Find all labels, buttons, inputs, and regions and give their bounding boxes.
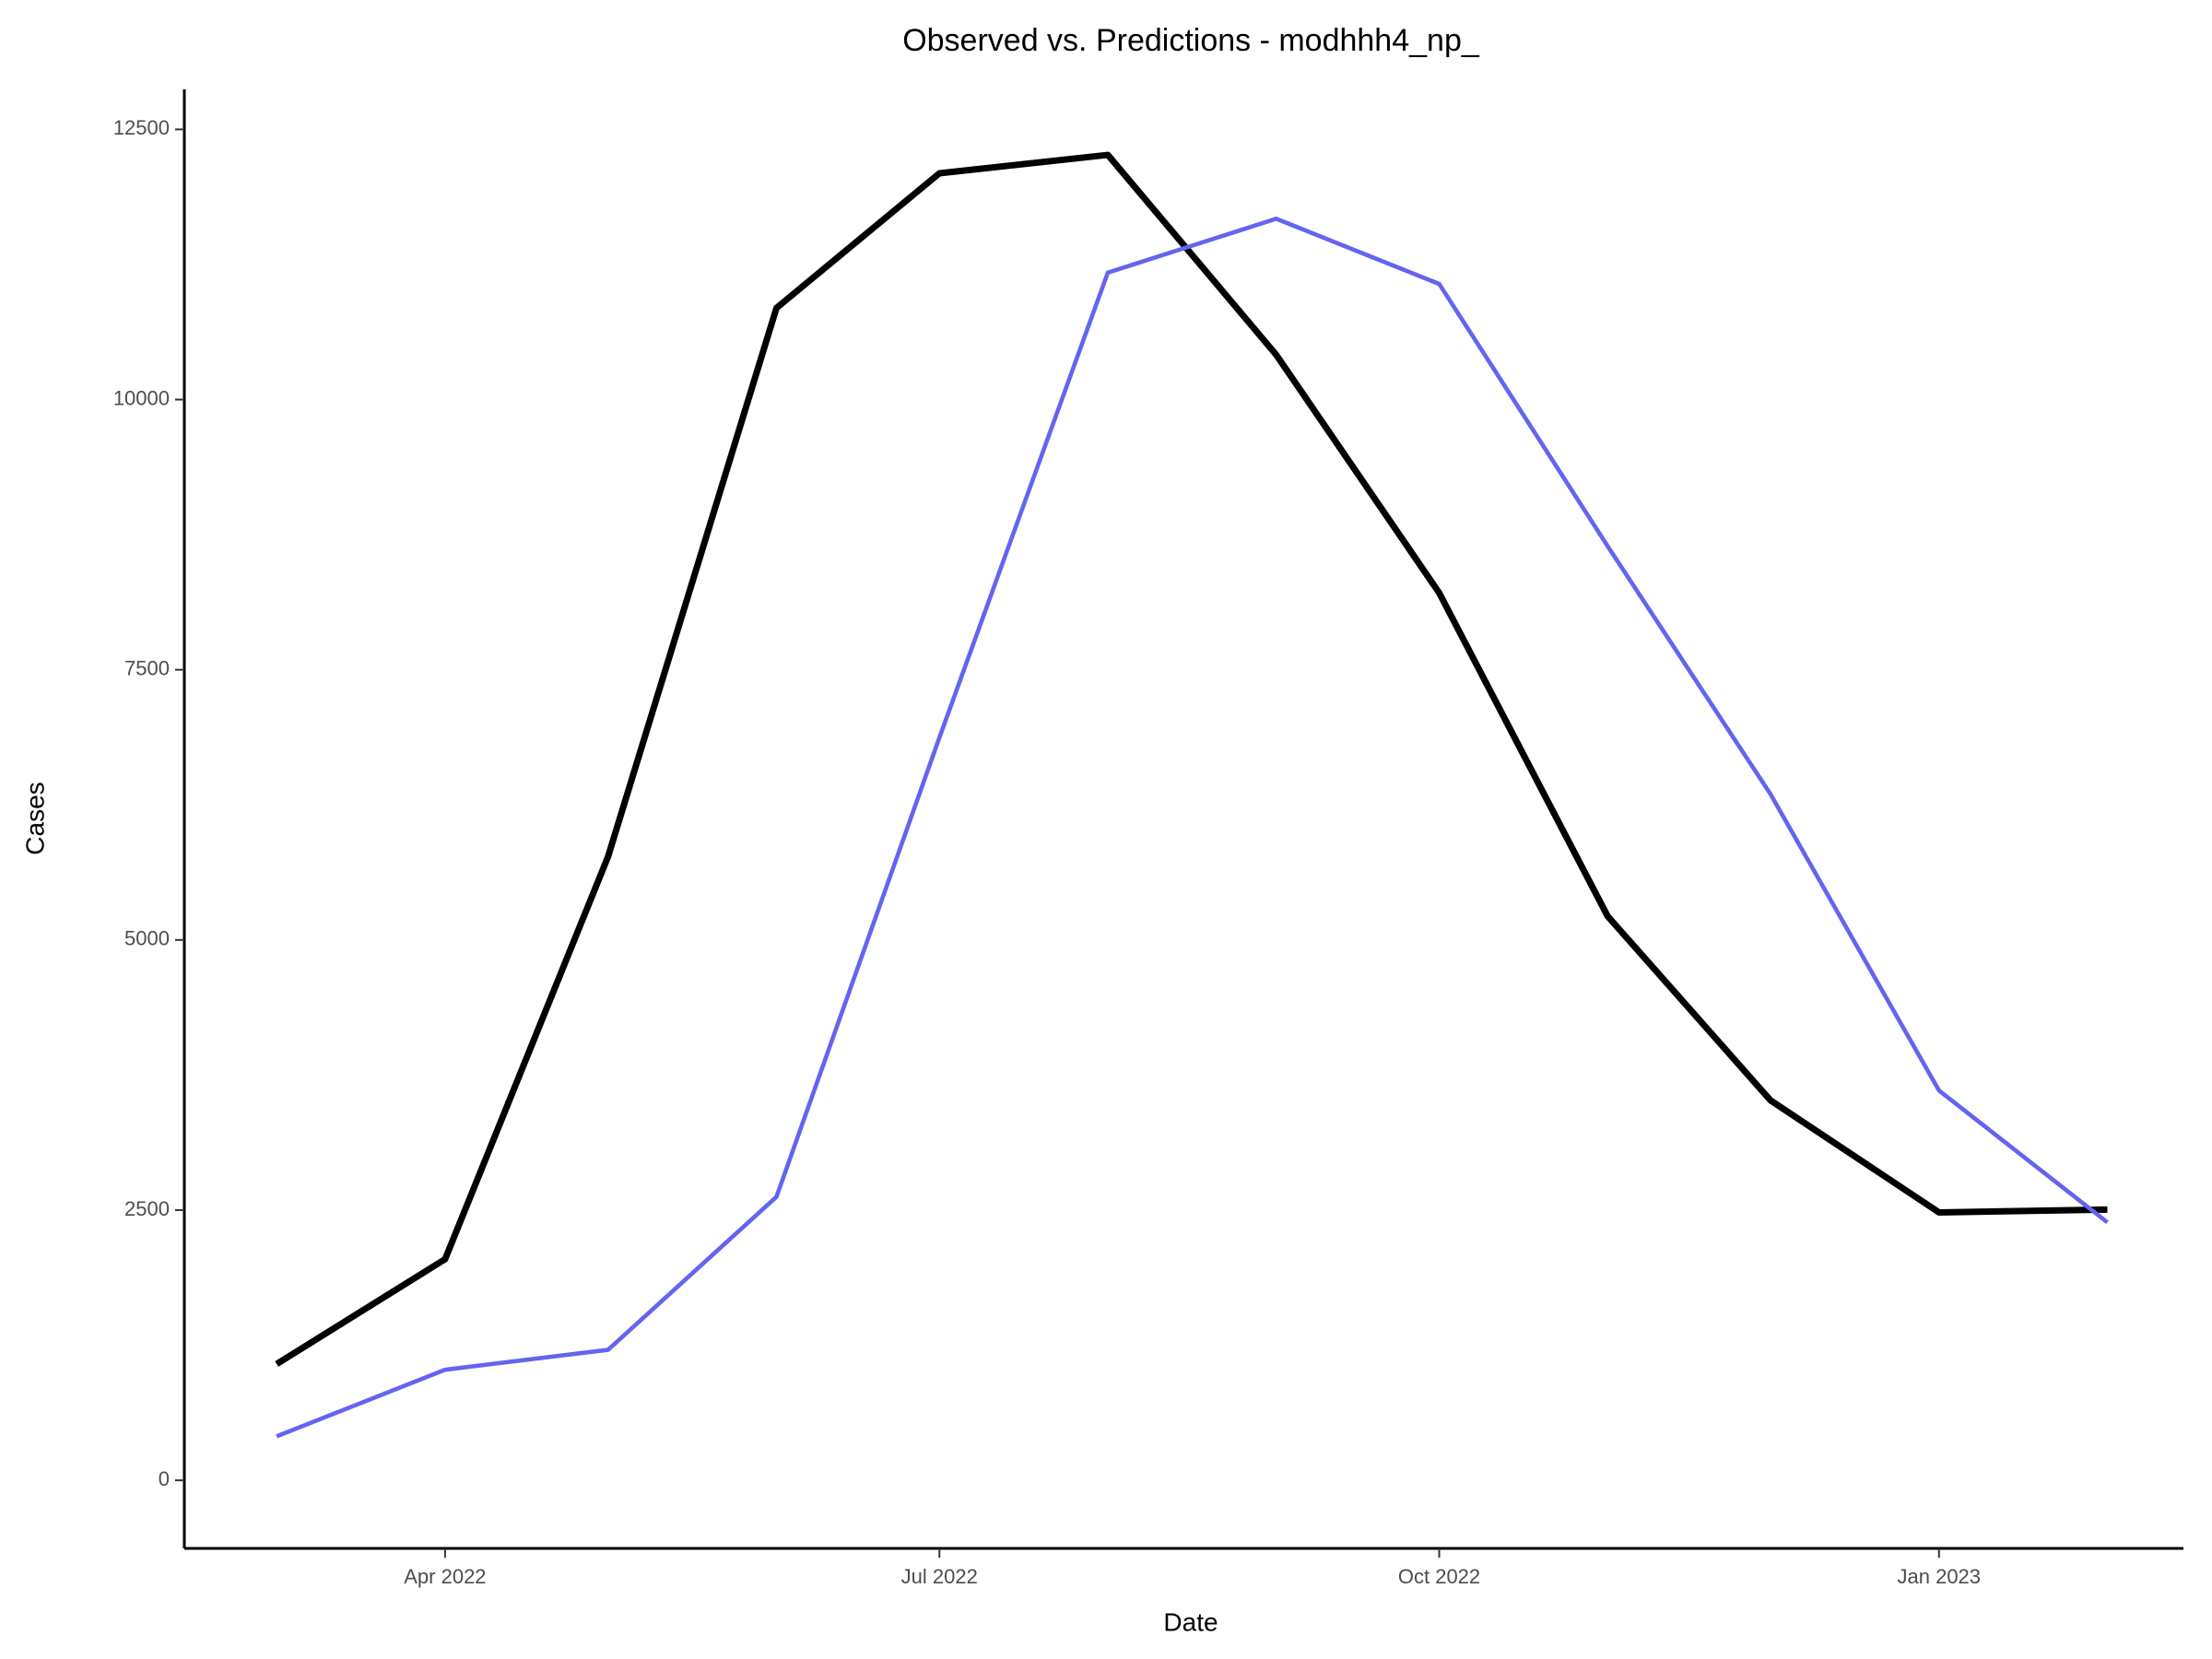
y-tick-label: 2500 (124, 1197, 170, 1220)
x-tick-label: Oct 2022 (1398, 1565, 1480, 1588)
y-tick-label: 10000 (113, 386, 170, 409)
x-tick-label: Apr 2022 (404, 1565, 486, 1588)
y-tick-label: 7500 (124, 656, 170, 679)
series-line (276, 217, 2109, 1439)
y-axis-label: Cases (20, 782, 49, 854)
y-tick-label: 12500 (113, 116, 170, 139)
series-line (275, 151, 2108, 1367)
x-tick-label: Jul 2022 (901, 1565, 978, 1588)
y-tick-label: 0 (159, 1467, 170, 1490)
chart-title: Observed vs. Predictions - modhhh4_np_ (902, 23, 1480, 58)
x-tick-label: Jan 2023 (1898, 1565, 1982, 1588)
x-axis-label: Date (1163, 1607, 1218, 1636)
y-tick-label: 5000 (124, 927, 170, 950)
